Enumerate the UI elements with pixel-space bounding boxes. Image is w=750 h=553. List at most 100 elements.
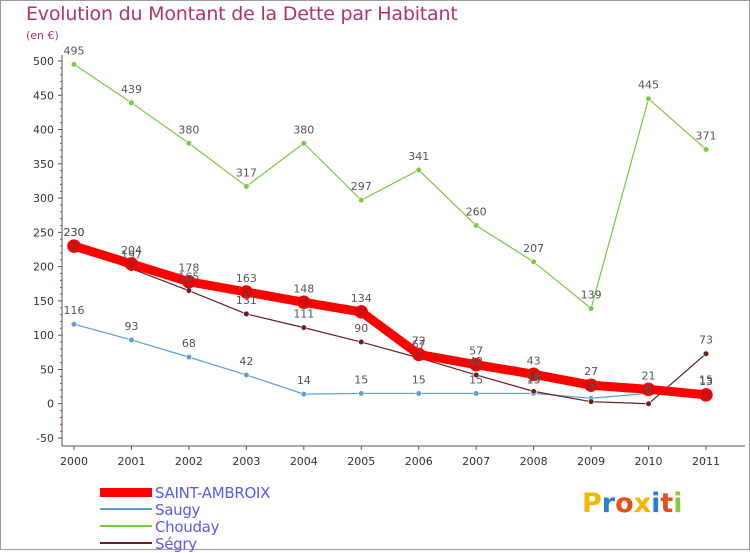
data-point — [526, 367, 541, 382]
data-point — [300, 324, 307, 331]
logo-letter: i — [651, 488, 661, 519]
x-tick-label: 2007 — [462, 455, 490, 468]
data-label: 197 — [121, 249, 142, 262]
data-label: 139 — [581, 288, 602, 301]
data-point — [358, 338, 365, 346]
data-point — [128, 99, 135, 106]
data-label: 204 — [121, 244, 142, 257]
logo-letter: r — [601, 488, 616, 519]
data-point — [415, 390, 422, 397]
data-label: 72 — [412, 334, 426, 347]
data-point — [70, 321, 78, 328]
data-label: 439 — [121, 83, 142, 96]
data-point — [70, 61, 78, 68]
y-tick-label: 400 — [33, 124, 54, 137]
y-tick-label: 100 — [33, 329, 54, 342]
data-label: 207 — [523, 242, 544, 255]
data-label: 42 — [239, 355, 253, 368]
data-label: 93 — [124, 320, 138, 333]
legend-label: Ségry — [155, 535, 197, 553]
proxiti-logo: Proxiti — [582, 488, 683, 519]
logo-letter: t — [660, 488, 674, 519]
data-label: 131 — [236, 294, 257, 307]
data-label: 13 — [699, 375, 713, 388]
x-tick-label: 2003 — [232, 455, 260, 468]
data-point — [584, 378, 598, 392]
data-label: 68 — [182, 337, 196, 350]
x-tick-label: 2010 — [635, 455, 663, 468]
data-point — [67, 239, 81, 253]
data-label: 371 — [696, 129, 717, 142]
y-tick-label: 0 — [47, 398, 54, 411]
data-point — [702, 350, 710, 357]
data-labels: 495 439 380 317 380 297 341 260 207 139 445 371 116 9… — [64, 44, 717, 396]
y-tick-label: 300 — [33, 192, 54, 205]
data-point — [243, 183, 250, 190]
data-label: 297 — [351, 180, 372, 193]
data-point — [587, 398, 595, 405]
data-label: 14 — [297, 374, 311, 387]
data-point — [411, 347, 426, 362]
logo-letter: P — [582, 488, 602, 519]
data-label: 445 — [638, 79, 659, 92]
data-label: 148 — [293, 282, 314, 295]
data-point — [182, 274, 196, 289]
series-line — [73, 245, 707, 405]
data-label: 230 — [64, 226, 85, 239]
data-point — [300, 391, 307, 398]
data-label: 495 — [64, 44, 85, 57]
logo-letter: o — [615, 488, 634, 519]
unit-label: (en €) — [26, 29, 59, 42]
y-tick-label: -50 — [36, 432, 54, 445]
data-point — [587, 305, 595, 312]
data-point — [358, 197, 365, 204]
y-tick-label: 500 — [33, 55, 54, 68]
data-label: 57 — [469, 345, 483, 358]
data-label: 3 — [588, 382, 595, 395]
legend-swatch — [100, 488, 152, 497]
data-point — [243, 371, 250, 379]
x-tick-label: 2002 — [175, 455, 203, 468]
data-point — [300, 140, 307, 147]
x-tick-label: 2011 — [692, 455, 720, 468]
y-tick-label: 350 — [33, 158, 54, 171]
data-label: 116 — [64, 304, 85, 317]
data-label: 90 — [354, 322, 368, 335]
y-tick-label: 450 — [33, 89, 54, 102]
x-tick-label: 2001 — [117, 455, 145, 468]
data-point — [185, 354, 193, 361]
data-label: 18 — [527, 371, 541, 384]
data-label: 134 — [351, 292, 372, 305]
data-point — [645, 400, 652, 407]
data-label: 317 — [236, 166, 257, 179]
data-point — [473, 390, 480, 397]
data-point — [645, 95, 652, 102]
data-label: 380 — [293, 123, 314, 136]
series-line — [73, 323, 707, 399]
data-label: 0 — [645, 384, 652, 397]
data-label: 42 — [469, 355, 483, 368]
data-label: 15 — [469, 373, 483, 386]
data-label: 111 — [293, 308, 314, 321]
legend-swatch — [100, 542, 152, 544]
data-label: 163 — [236, 272, 257, 285]
legend-label: Saugy — [155, 501, 201, 519]
legend-label: SAINT-AMBROIX — [155, 484, 271, 502]
data-point — [239, 285, 254, 299]
data-label: 178 — [178, 262, 199, 275]
data-label: 15 — [699, 373, 713, 386]
data-point — [530, 258, 537, 265]
data-point — [124, 257, 139, 271]
x-tick-label: 2008 — [520, 455, 548, 468]
data-label: 380 — [178, 123, 199, 136]
data-point — [358, 390, 365, 397]
x-tick-label: 2009 — [577, 455, 605, 468]
data-label: 43 — [527, 354, 541, 367]
data-label: 230 — [64, 226, 85, 239]
data-point — [641, 382, 656, 397]
y-tick-label: 150 — [33, 295, 54, 308]
data-point — [243, 310, 250, 318]
logo-letter: i — [673, 488, 683, 519]
